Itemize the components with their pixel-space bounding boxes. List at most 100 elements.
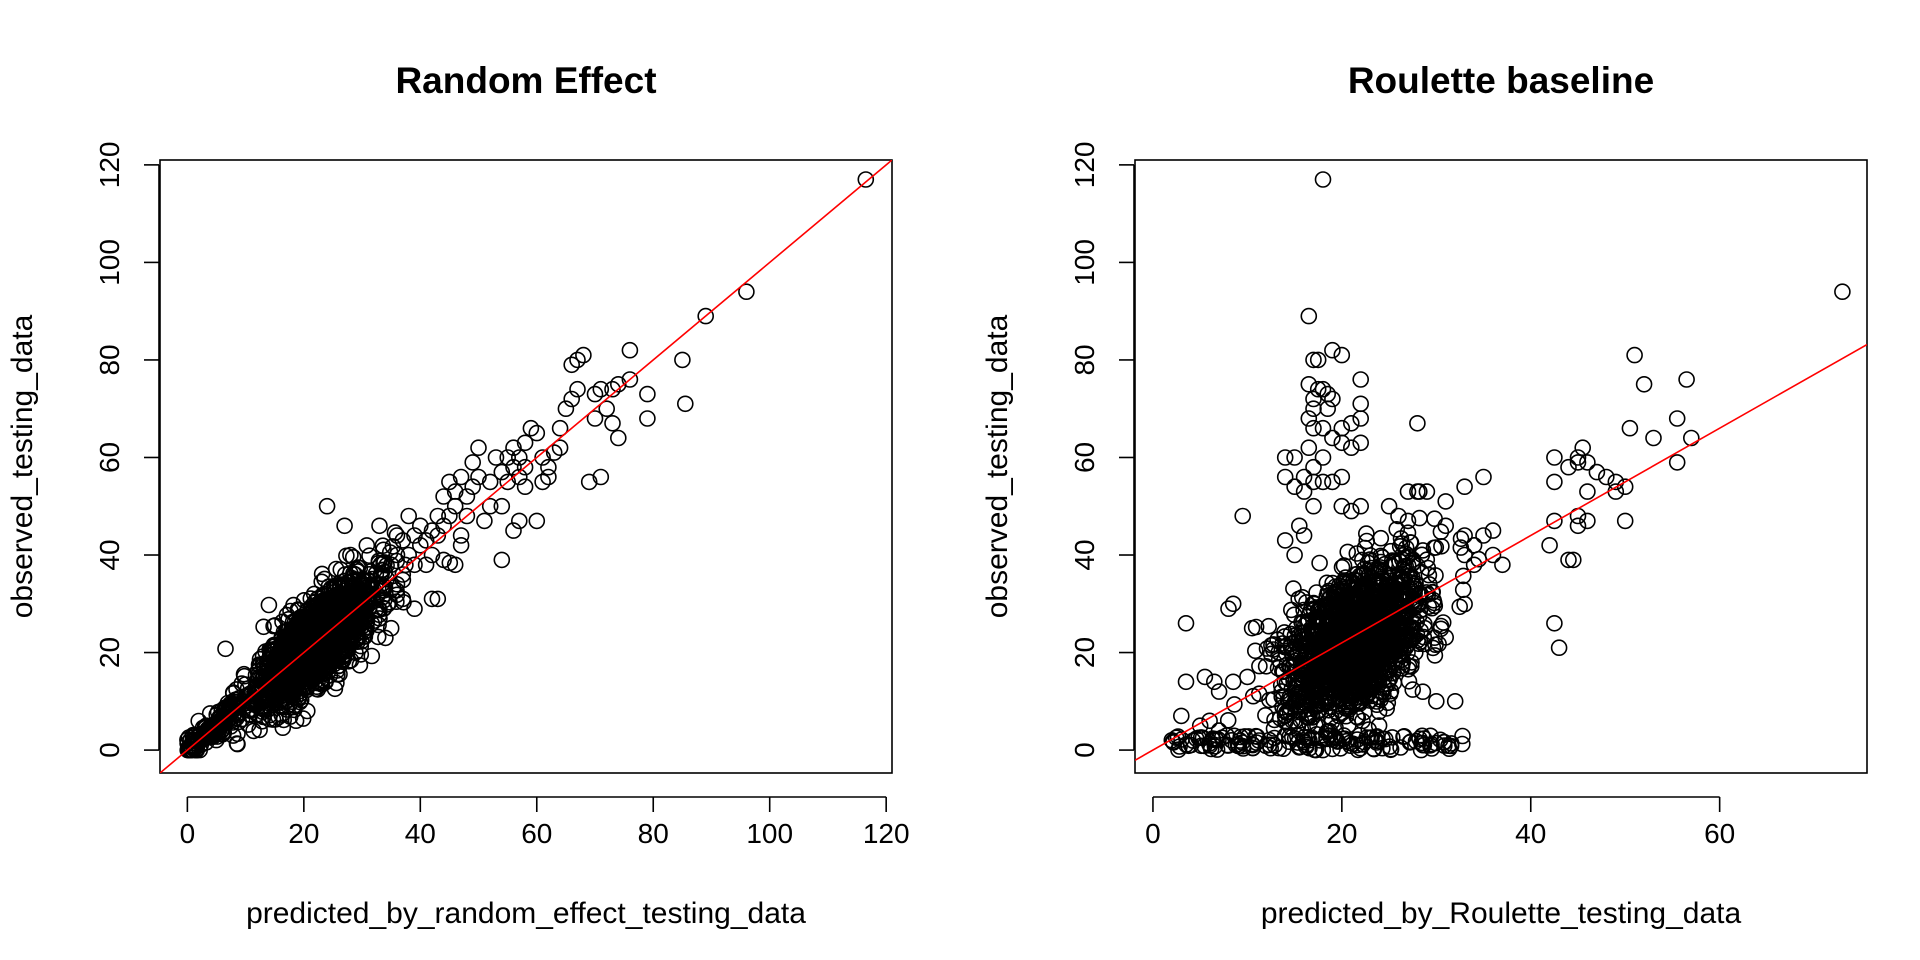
data-point xyxy=(1287,679,1304,697)
data-point xyxy=(604,380,621,398)
data-point xyxy=(342,546,359,564)
data-point xyxy=(1326,689,1344,707)
data-point xyxy=(1381,662,1398,679)
data-point xyxy=(1668,454,1686,471)
data-point xyxy=(1579,483,1596,500)
data-point xyxy=(224,700,242,718)
data-point xyxy=(1455,567,1472,585)
data-point xyxy=(1420,566,1438,584)
data-point xyxy=(1286,627,1304,645)
data-point xyxy=(1234,740,1252,757)
data-point xyxy=(290,635,307,653)
data-point xyxy=(1388,637,1405,655)
data-point xyxy=(1286,546,1303,564)
data-point xyxy=(1295,468,1313,486)
y-tick-label: 0 xyxy=(94,742,125,758)
data-point xyxy=(417,532,435,549)
data-point xyxy=(1484,546,1502,564)
data-point xyxy=(1407,575,1424,592)
data-point xyxy=(1377,730,1394,748)
data-point xyxy=(202,725,220,742)
data-point xyxy=(1369,564,1386,582)
data-point xyxy=(251,721,268,739)
data-point xyxy=(1683,429,1700,447)
data-point xyxy=(382,556,400,574)
data-point xyxy=(328,605,346,622)
data-point xyxy=(1309,380,1327,398)
data-point xyxy=(1456,546,1473,564)
data-point xyxy=(598,400,616,418)
chart-title: Random Effect xyxy=(395,60,656,101)
data-point xyxy=(540,468,557,486)
data-point xyxy=(388,575,406,593)
data-point xyxy=(1296,688,1313,705)
data-point xyxy=(1359,576,1377,593)
data-point xyxy=(452,468,470,486)
data-point xyxy=(1248,728,1266,746)
data-point xyxy=(1244,739,1261,757)
data-point xyxy=(563,390,581,408)
data-point xyxy=(394,566,412,583)
data-point xyxy=(516,458,534,476)
x-tick-label: 20 xyxy=(288,818,319,849)
data-point xyxy=(1295,483,1313,500)
data-point xyxy=(423,546,441,564)
data-point xyxy=(586,385,604,403)
data-point xyxy=(738,283,755,301)
data-point xyxy=(1409,631,1426,649)
data-point xyxy=(1349,709,1367,726)
data-point xyxy=(1437,517,1454,535)
data-point xyxy=(1362,547,1379,564)
data-point xyxy=(1167,729,1185,747)
data-point xyxy=(1343,502,1360,520)
data-point xyxy=(1377,565,1394,582)
data-point xyxy=(211,718,229,736)
data-point xyxy=(274,719,292,737)
data-point xyxy=(1300,375,1318,393)
data-point xyxy=(1621,419,1639,437)
data-point xyxy=(371,517,388,535)
data-point xyxy=(1668,410,1686,427)
data-point xyxy=(1323,709,1340,727)
data-point xyxy=(294,710,312,727)
data-point xyxy=(1219,711,1237,729)
data-point xyxy=(1363,676,1381,693)
data-point xyxy=(290,672,308,690)
data-point xyxy=(1414,683,1432,701)
data-point xyxy=(377,585,394,603)
data-point xyxy=(1399,512,1417,530)
data-point xyxy=(260,596,278,614)
data-point xyxy=(493,497,511,515)
data-point xyxy=(1305,458,1322,476)
data-point xyxy=(1372,529,1390,547)
data-point xyxy=(464,454,482,471)
data-point xyxy=(318,497,336,515)
data-point xyxy=(1291,517,1308,535)
data-point xyxy=(335,651,352,668)
data-point xyxy=(1326,682,1343,700)
data-point xyxy=(1411,607,1428,624)
data-point xyxy=(1546,473,1563,491)
data-point xyxy=(557,400,575,418)
data-point xyxy=(1224,673,1242,691)
data-point xyxy=(1286,449,1303,466)
data-point xyxy=(375,591,393,609)
data-point xyxy=(697,307,715,325)
x-tick-label: 80 xyxy=(638,818,669,849)
data-point xyxy=(1266,711,1283,729)
data-point xyxy=(621,341,639,359)
data-point xyxy=(1452,530,1470,548)
data-point xyxy=(676,395,694,413)
data-point xyxy=(1394,551,1411,568)
data-point xyxy=(1305,390,1322,408)
data-point xyxy=(1541,536,1558,554)
data-point xyxy=(1380,497,1398,515)
x-axis-label: predicted_by_Roulette_testing_data xyxy=(1261,897,1742,930)
data-point xyxy=(452,536,470,554)
data-point xyxy=(293,671,311,688)
data-point xyxy=(279,639,297,656)
data-point xyxy=(639,385,656,403)
data-point xyxy=(1401,734,1419,751)
data-point xyxy=(1301,731,1318,749)
data-point xyxy=(316,570,333,588)
